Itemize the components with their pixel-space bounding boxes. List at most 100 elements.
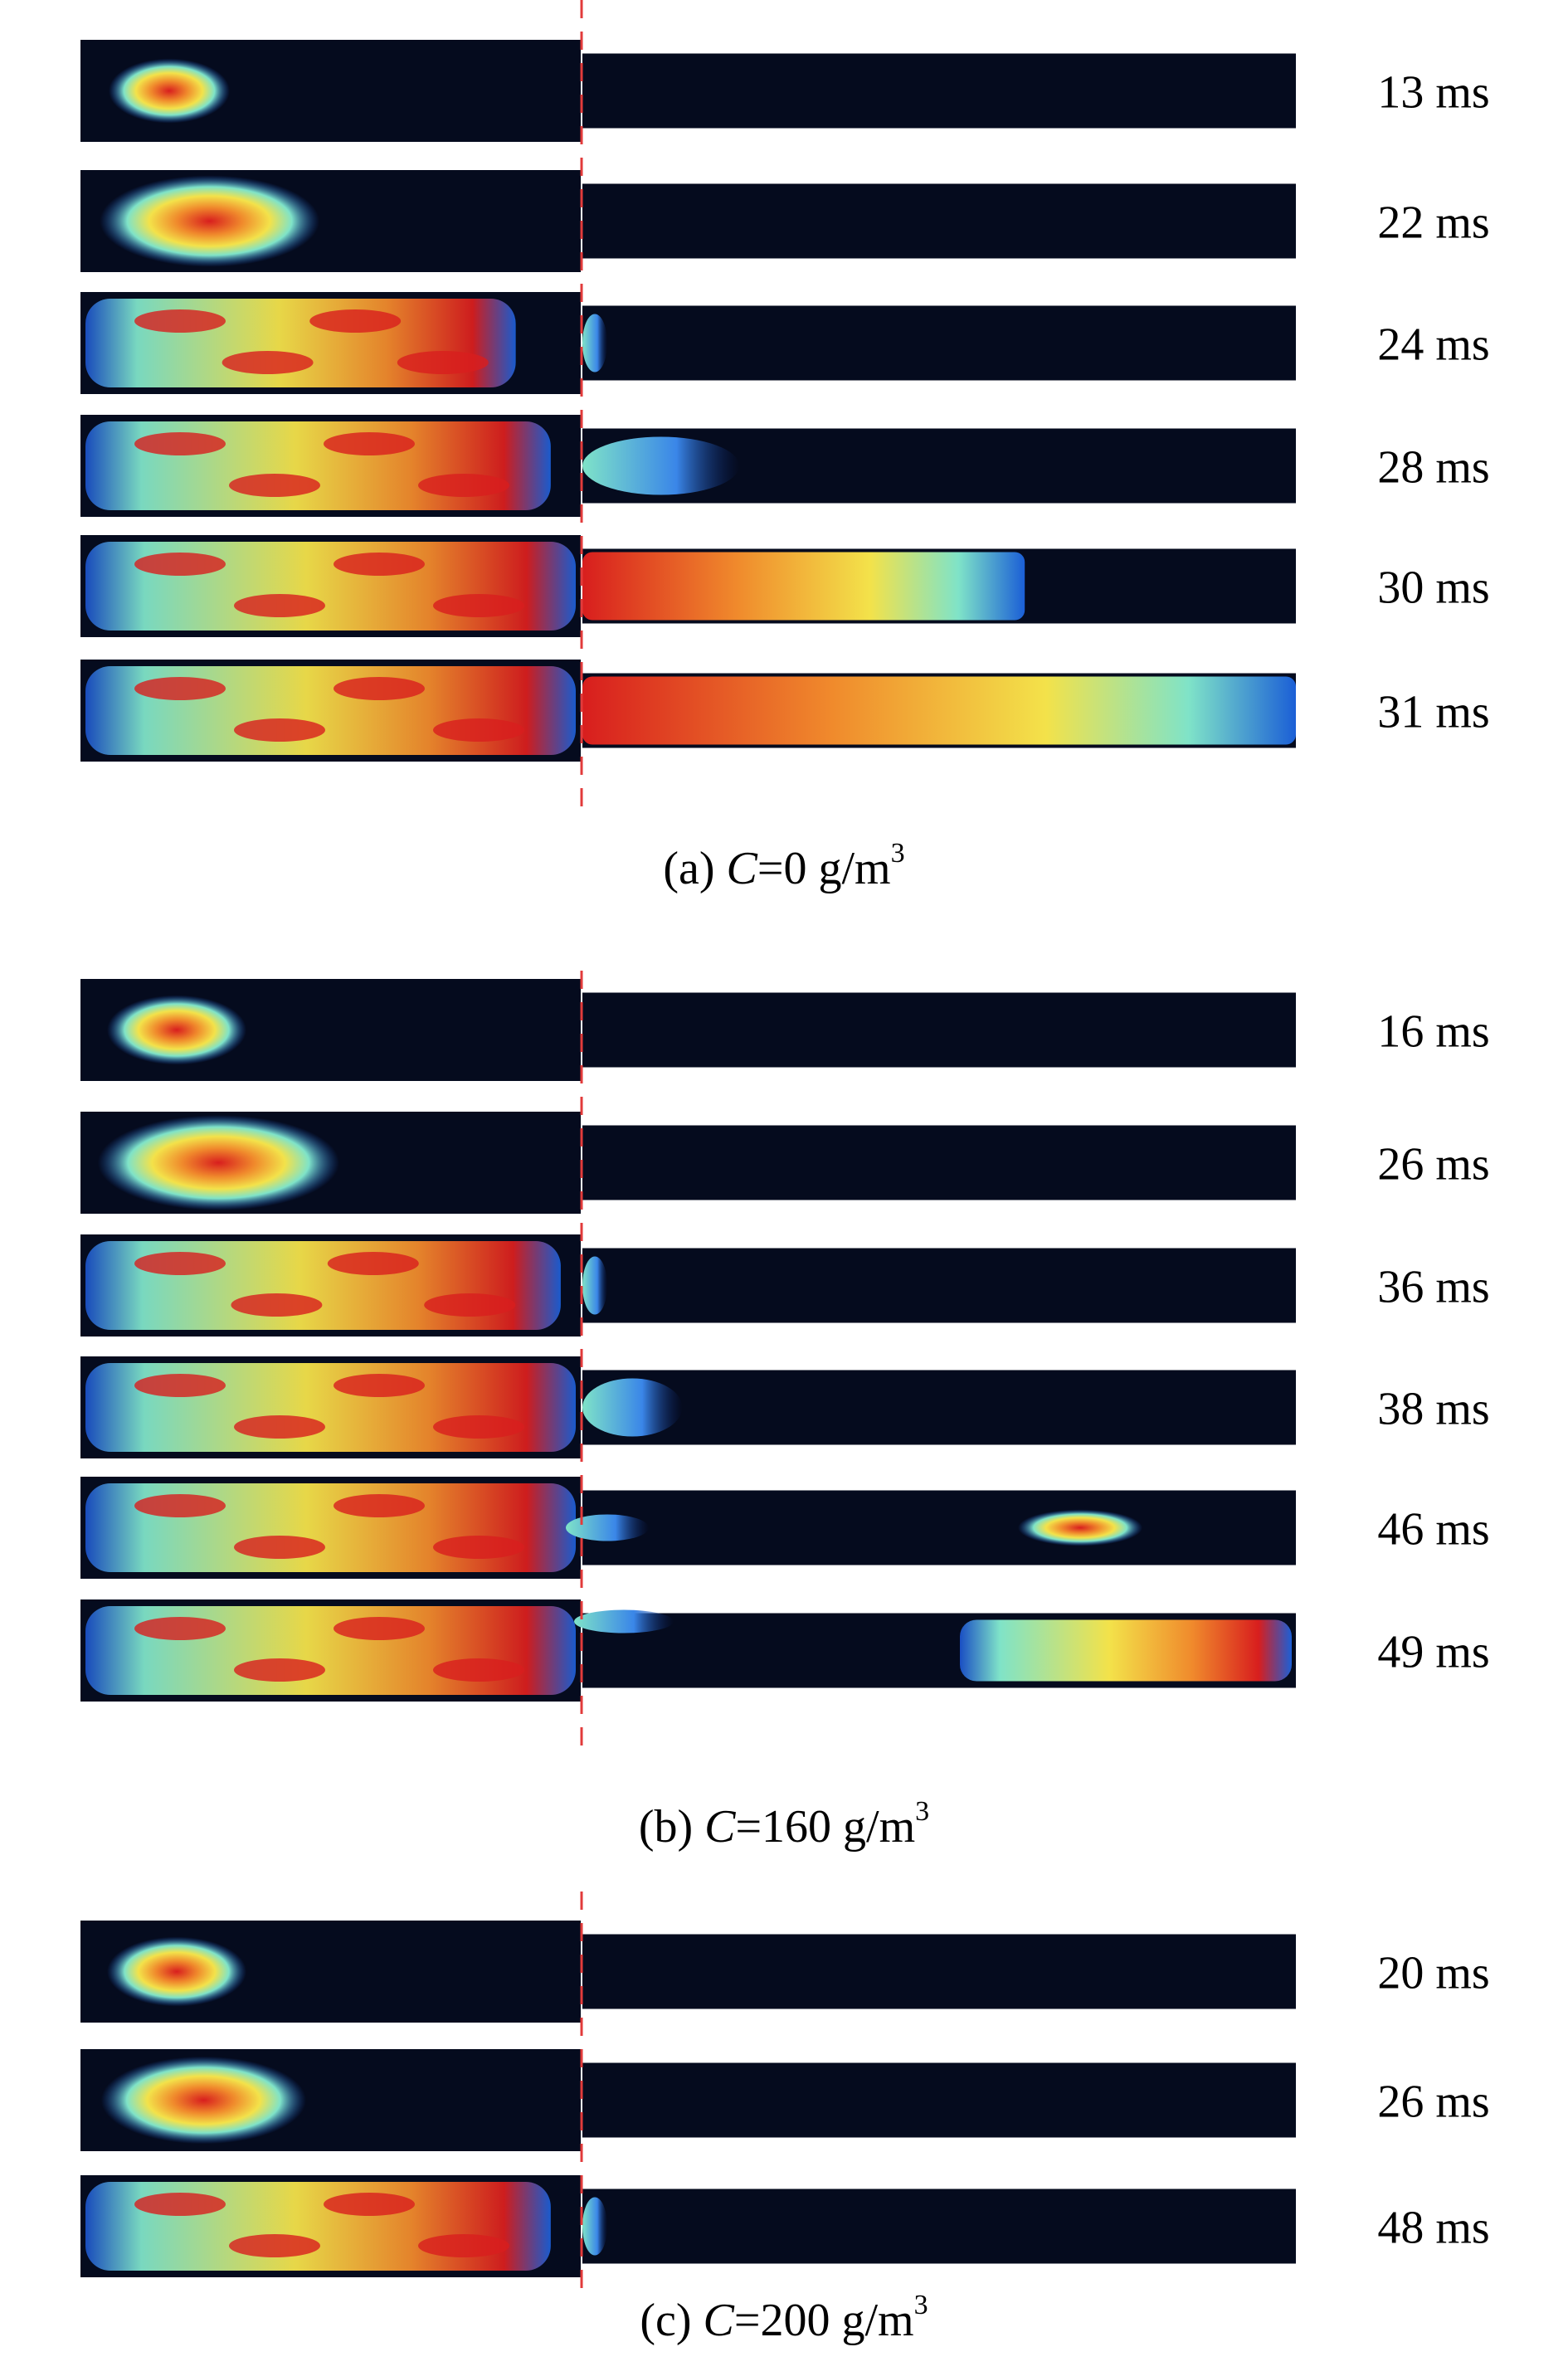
flame-streak	[334, 677, 425, 700]
flame-kernel	[107, 995, 246, 1065]
flame-pocket	[1018, 1509, 1142, 1546]
flame-body	[85, 299, 516, 387]
caption-exponent: 3	[890, 838, 905, 869]
flame-streak	[334, 1617, 425, 1640]
flame-streak	[418, 474, 509, 497]
flame-streak	[433, 1536, 524, 1559]
flame-kernel	[97, 1115, 339, 1210]
flame-streak	[134, 309, 226, 333]
frame-b-3: 36 ms	[80, 1234, 1490, 1336]
flame-streak	[327, 1252, 419, 1275]
flame-jet	[582, 1378, 683, 1437]
time-label: 31 ms	[1377, 687, 1489, 738]
flame-streak	[134, 677, 226, 700]
flame-kernel	[100, 2056, 307, 2145]
channel-right	[582, 1490, 1296, 1565]
frame-a-2: 22 ms	[80, 170, 1490, 272]
flame-jet	[582, 1256, 607, 1315]
frame-b-6: 49 ms	[80, 1599, 1490, 1702]
flame-streak	[234, 718, 325, 742]
flame-streak	[234, 1415, 325, 1439]
time-label: 48 ms	[1377, 2203, 1489, 2254]
flame-kernel	[109, 58, 230, 124]
flame-streak	[324, 432, 415, 455]
frame-b-4: 38 ms	[80, 1356, 1490, 1458]
flame-streak	[134, 432, 226, 455]
caption-panel-a: (a) C=0 g/m3	[0, 840, 1568, 895]
caption-variable: C	[726, 843, 757, 894]
flame-jet	[566, 1514, 649, 1541]
flame-streak	[234, 594, 325, 617]
flame-streak	[134, 1494, 226, 1517]
frame-c-1: 20 ms	[80, 1921, 1490, 2023]
flame-streak	[334, 1374, 425, 1397]
channel-right	[582, 183, 1296, 259]
caption-value: =160 g/m	[735, 1801, 916, 1853]
flame-streak	[134, 1617, 226, 1640]
channel-right	[582, 1934, 1296, 2009]
flame-kernel	[100, 175, 319, 267]
caption-panel-b: (b) C=160 g/m3	[0, 1798, 1568, 1853]
time-label: 24 ms	[1377, 319, 1489, 371]
flame-streak	[334, 553, 425, 576]
frame-b-2: 26 ms	[80, 1112, 1490, 1214]
caption-panel-c: (c) C=200 g/m3	[0, 2291, 1568, 2347]
caption-variable: C	[703, 2295, 734, 2346]
flame-streak	[324, 2193, 415, 2216]
frame-a-3: 24 ms	[80, 292, 1490, 394]
flame-streak	[134, 1374, 226, 1397]
flame-streak	[433, 594, 524, 617]
caption-prefix: (a)	[663, 843, 727, 894]
channel-right	[582, 1248, 1296, 1323]
time-label: 26 ms	[1377, 1139, 1489, 1190]
flame-streak	[234, 1536, 325, 1559]
time-label: 46 ms	[1377, 1504, 1489, 1556]
time-label: 38 ms	[1377, 1384, 1489, 1435]
frame-a-6: 31 ms	[80, 660, 1490, 762]
flame-streak	[424, 1293, 516, 1317]
flame-streak	[309, 309, 402, 333]
flame-streak	[229, 2234, 320, 2257]
flame-streak	[134, 1252, 226, 1275]
time-label: 30 ms	[1377, 562, 1489, 614]
flame-streak	[134, 553, 226, 576]
frame-a-5: 30 ms	[80, 535, 1490, 637]
frame-b-5: 46 ms	[80, 1477, 1490, 1579]
channel-right	[582, 1370, 1296, 1445]
frame-b-1: 16 ms	[80, 979, 1490, 1081]
flame-streak	[334, 1494, 425, 1517]
flame-streak	[418, 2234, 509, 2257]
frame-a-1: 13 ms	[80, 40, 1490, 142]
frame-c-2: 26 ms	[80, 2049, 1490, 2151]
flame-streak	[222, 351, 314, 374]
time-label: 49 ms	[1377, 1627, 1489, 1678]
channel-right	[582, 305, 1296, 381]
flame-streak	[234, 1658, 325, 1682]
time-label: 36 ms	[1377, 1262, 1489, 1313]
caption-exponent: 3	[915, 1796, 930, 1827]
channel-right	[582, 2189, 1296, 2264]
frame-c-3: 48 ms	[80, 2175, 1490, 2277]
caption-value: =200 g/m	[733, 2295, 914, 2346]
channel-right	[582, 992, 1296, 1068]
time-label: 13 ms	[1377, 67, 1489, 119]
frame-a-4: 28 ms	[80, 415, 1490, 517]
caption-prefix: (c)	[640, 2295, 704, 2346]
flame-jet	[574, 1609, 674, 1634]
flame-streak	[433, 1415, 524, 1439]
time-label: 26 ms	[1377, 2077, 1489, 2128]
time-label: 22 ms	[1377, 197, 1489, 249]
flame-streak	[134, 2193, 226, 2216]
time-label: 20 ms	[1377, 1948, 1489, 1999]
flame-pocket	[960, 1619, 1292, 1682]
flame-jet	[582, 2197, 607, 2256]
caption-value: =0 g/m	[757, 843, 891, 894]
flame-jet	[582, 676, 1296, 745]
flame-kernel	[107, 1936, 246, 2007]
flame-streak	[229, 474, 320, 497]
frames-layer: 13 ms 22 ms 24 ms 28 ms 30 ms 31 ms 16 ms 26 ms…	[80, 40, 1490, 2277]
caption-prefix: (b)	[638, 1801, 705, 1853]
channel-right	[582, 1125, 1296, 1200]
flame-streak	[433, 718, 524, 742]
